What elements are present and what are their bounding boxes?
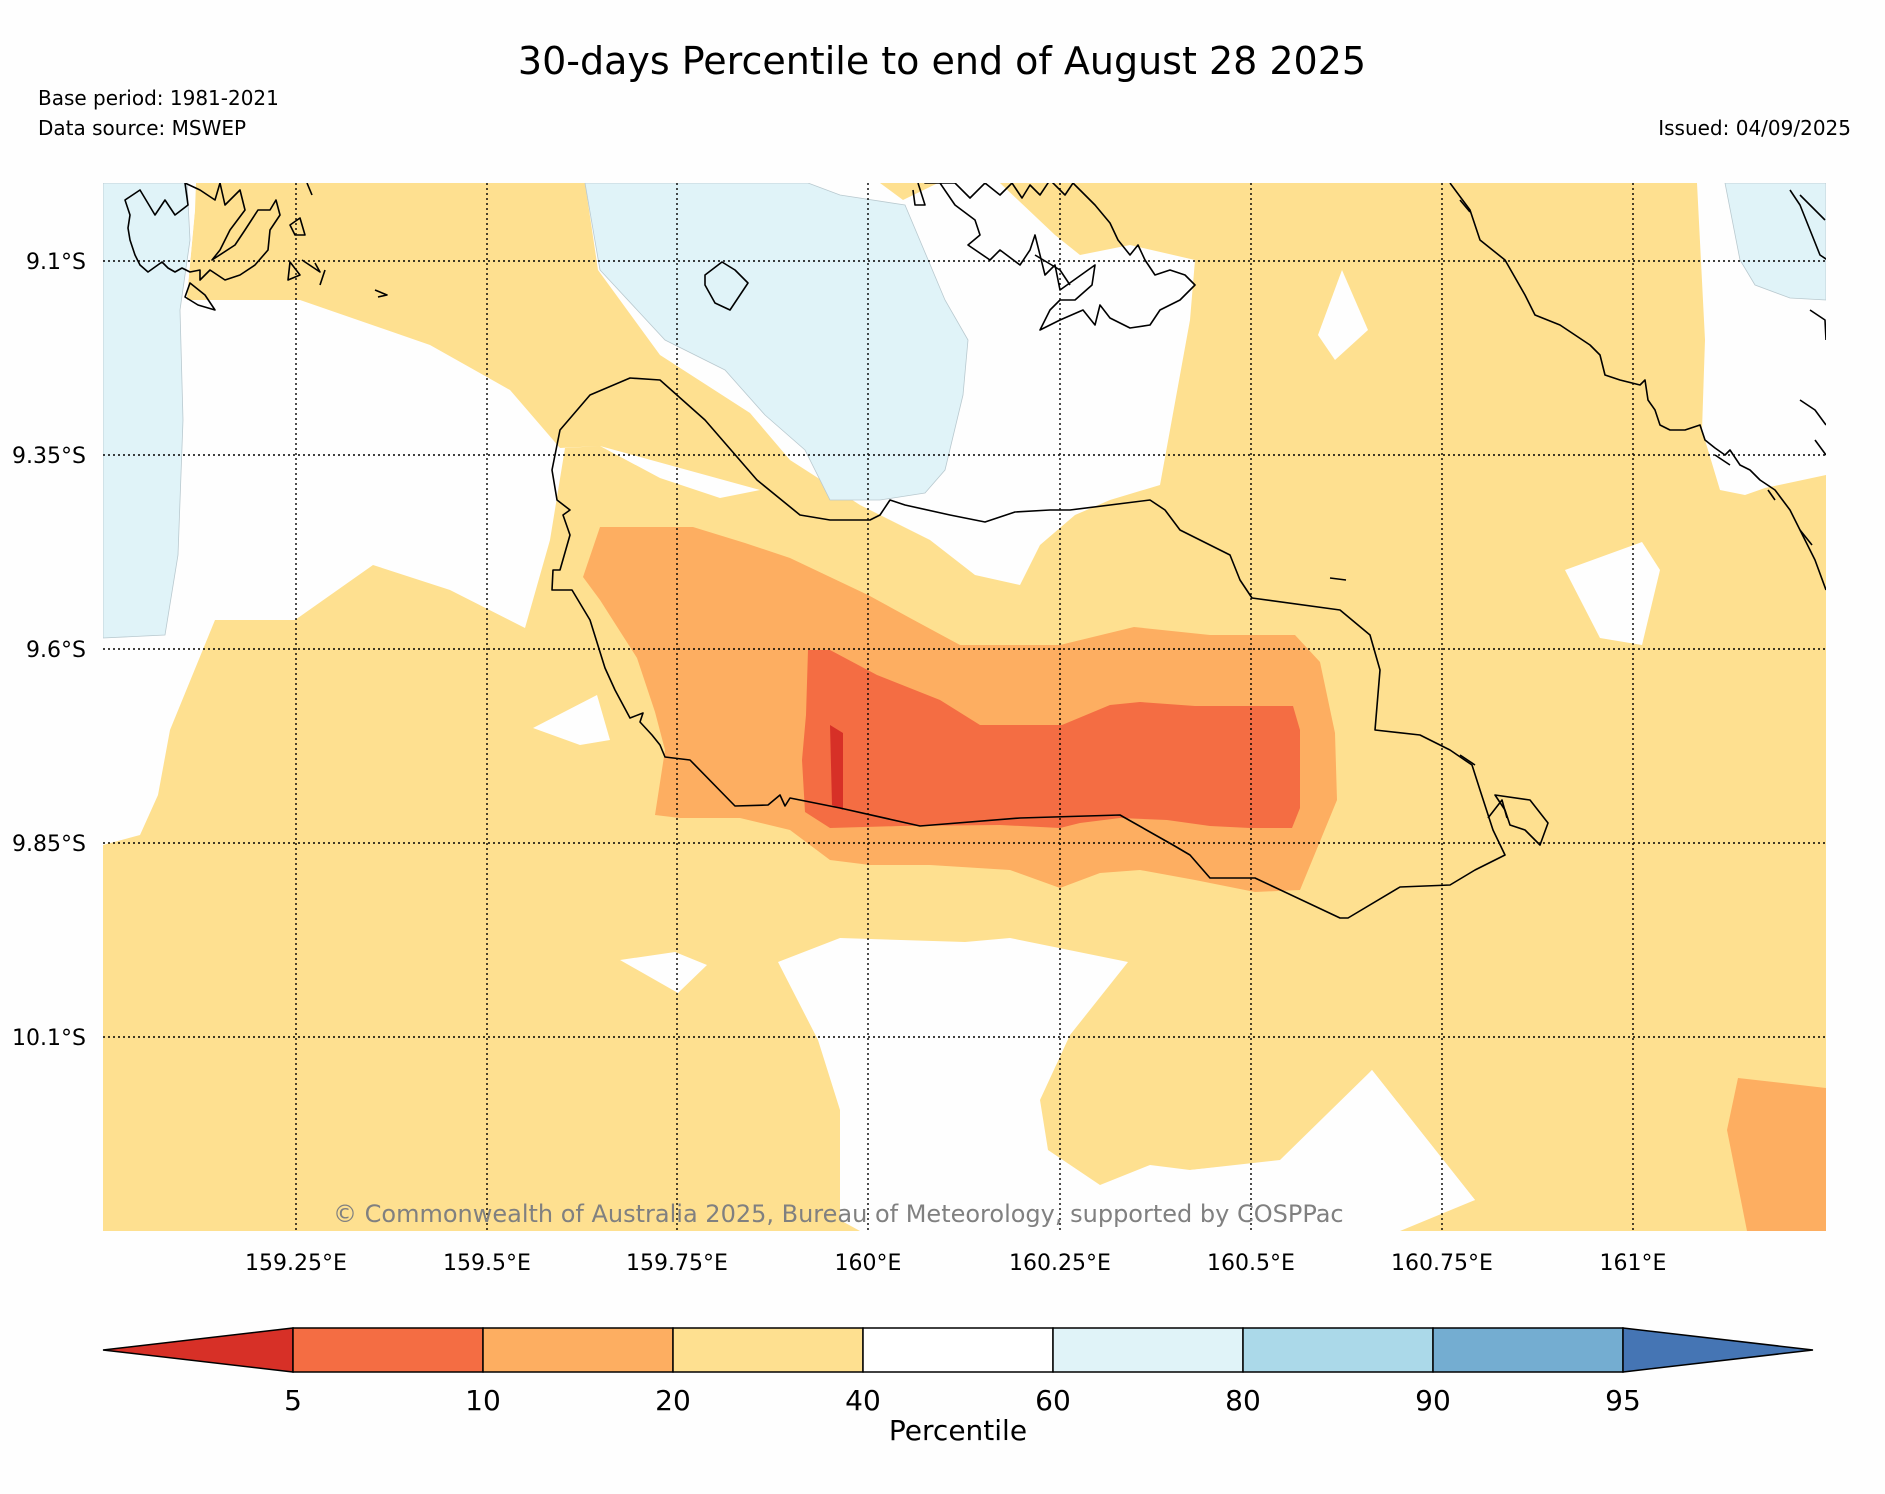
lat-label: 9.1°S — [26, 250, 86, 275]
latitude-labels: 9.1°S 9.35°S 9.6°S 9.85°S 10.1°S — [12, 250, 86, 1051]
fill-60-80 — [103, 183, 1826, 639]
colorbar-label: Percentile — [889, 1414, 1027, 1447]
lon-label: 159.75°E — [626, 1251, 728, 1276]
lon-label: 160.5°E — [1207, 1251, 1295, 1276]
fill-5-10 — [802, 650, 1300, 828]
lon-label: 159.5°E — [443, 1251, 531, 1276]
colorbar-tick: 80 — [1225, 1384, 1261, 1417]
lon-label: 160.75°E — [1391, 1251, 1493, 1276]
data-source-label: Data source: MSWEP — [38, 116, 246, 140]
colorbar-80-90 — [1242, 1327, 1434, 1373]
colorbar-10-20 — [482, 1327, 674, 1373]
lon-label: 160.25°E — [1009, 1251, 1111, 1276]
coastlines — [124, 183, 1826, 919]
gridlines — [103, 183, 1826, 1231]
lon-label: 159.25°E — [245, 1251, 347, 1276]
fill-below-5 — [830, 725, 843, 810]
lon-label: 160°E — [835, 1251, 902, 1276]
lat-label: 10.1°S — [12, 1026, 86, 1051]
colorbar-60-80 — [1052, 1327, 1244, 1373]
colorbar-tick: 95 — [1605, 1384, 1641, 1417]
chart-title: 30-days Percentile to end of August 28 2… — [518, 39, 1366, 83]
colorbar-tick: 20 — [655, 1384, 691, 1417]
lat-label: 9.6°S — [26, 638, 86, 663]
colorbar-tick: 60 — [1035, 1384, 1071, 1417]
copyright-watermark: © Commonwealth of Australia 2025, Bureau… — [333, 1200, 1344, 1228]
colorbar-ticks: 5 10 20 40 60 80 90 95 — [284, 1384, 1641, 1417]
colorbar-below-5 — [102, 1327, 294, 1373]
base-period-label: Base period: 1981-2021 — [38, 86, 279, 110]
issued-date-label: Issued: 04/09/2025 — [1658, 116, 1851, 140]
longitude-labels: 159.25°E 159.5°E 159.75°E 160°E 160.25°E… — [245, 1251, 1666, 1276]
colorbar — [102, 1327, 1814, 1373]
colorbar-40-60 — [862, 1327, 1054, 1373]
colorbar-90-95 — [1432, 1327, 1624, 1373]
map-area: © Commonwealth of Australia 2025, Bureau… — [103, 183, 1826, 1231]
colorbar-tick: 90 — [1415, 1384, 1451, 1417]
lat-label: 9.35°S — [12, 444, 86, 469]
colorbar-tick: 10 — [465, 1384, 501, 1417]
lon-label: 161°E — [1600, 1251, 1667, 1276]
colorbar-tick: 40 — [845, 1384, 881, 1417]
colorbar-20-40 — [672, 1327, 864, 1373]
lat-label: 9.85°S — [12, 832, 86, 857]
colorbar-5-10 — [292, 1327, 484, 1373]
colorbar-tick: 5 — [284, 1384, 302, 1417]
colorbar-above-95 — [1622, 1327, 1814, 1373]
